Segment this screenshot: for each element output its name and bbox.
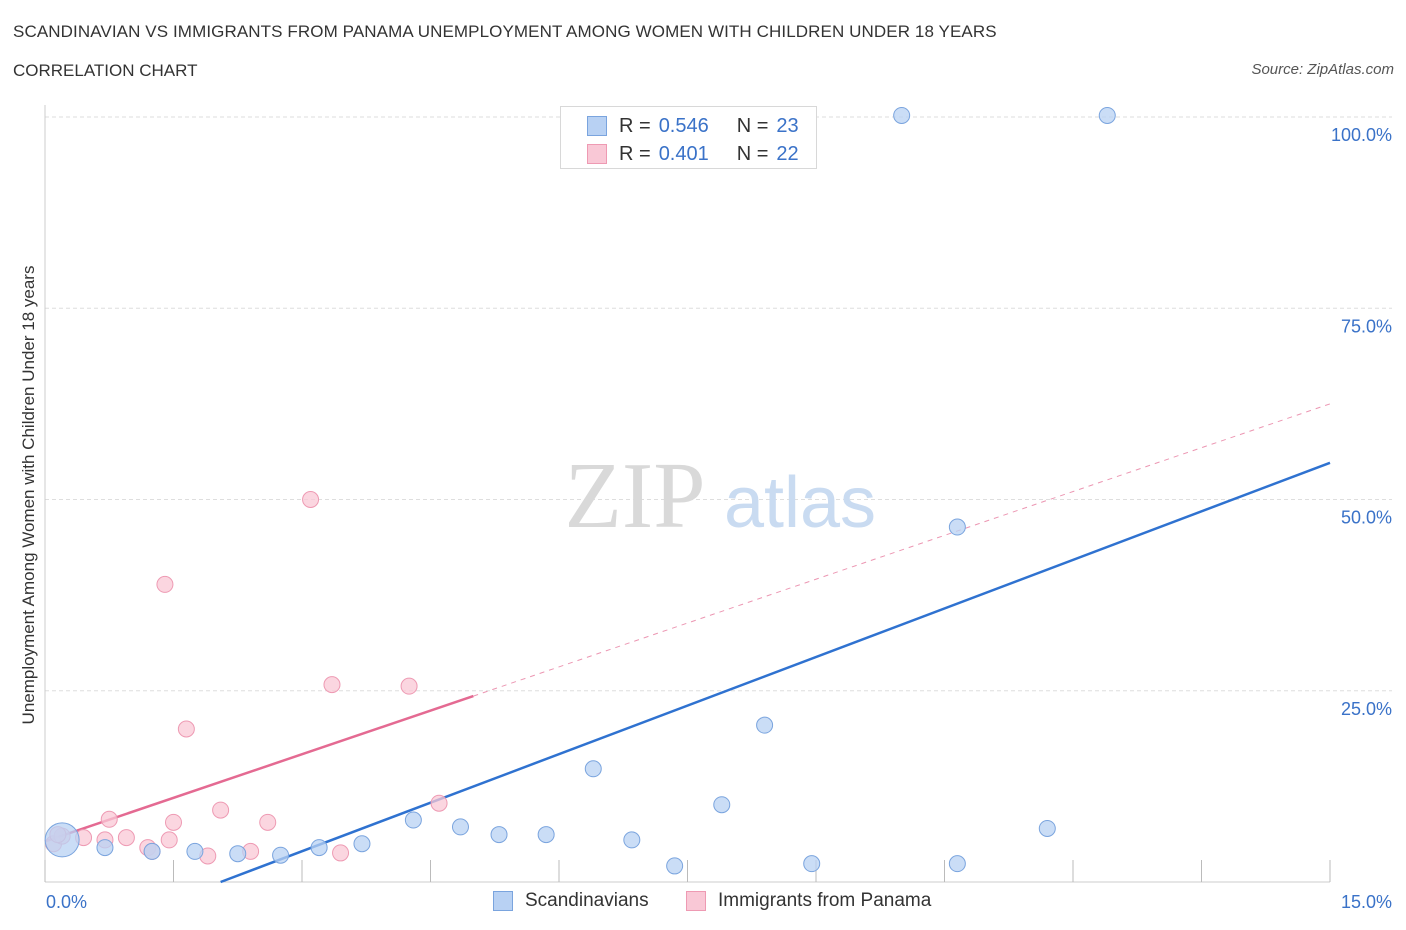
y-tick-label: 50.0% bbox=[1341, 508, 1392, 528]
y-tick-label: 100.0% bbox=[1331, 125, 1392, 145]
legend-r-value: 0.401 bbox=[658, 142, 709, 165]
point-panama bbox=[323, 676, 341, 694]
point-panama bbox=[259, 813, 277, 831]
point-scandinavians bbox=[803, 855, 821, 873]
tick-labels: 25.0% 50.0% 75.0% 100.0% 0.0% 15.0% bbox=[46, 125, 1392, 912]
point-scandinavians bbox=[186, 842, 204, 860]
point-scandinavians bbox=[666, 857, 684, 875]
legend-row-panama: R = 0.401 N = 22 bbox=[587, 143, 799, 165]
legend-label: Immigrants from Panama bbox=[718, 890, 932, 911]
legend-swatch-pink bbox=[686, 891, 706, 911]
x-tick-label: 15.0% bbox=[1341, 892, 1392, 912]
point-panama bbox=[165, 813, 182, 831]
y-tick-label: 25.0% bbox=[1341, 699, 1392, 719]
legend-n-value: 23 bbox=[776, 114, 799, 137]
data-points bbox=[44, 106, 1116, 875]
point-scandinavians bbox=[310, 839, 328, 857]
chart-subtitle: CORRELATION CHART bbox=[13, 61, 198, 80]
legend-r-value: 0.546 bbox=[658, 114, 709, 137]
point-panama bbox=[302, 491, 320, 508]
y-axis-label: Unemployment Among Women with Children U… bbox=[19, 266, 38, 725]
point-panama bbox=[212, 801, 230, 819]
legend-r-label: R = bbox=[619, 114, 651, 137]
y-tick-label: 75.0% bbox=[1341, 316, 1392, 336]
watermark: ZIP atlas bbox=[565, 444, 877, 548]
point-scandinavians bbox=[229, 845, 247, 863]
point-panama bbox=[177, 720, 195, 738]
trend-extension-panama bbox=[473, 403, 1331, 697]
watermark-atlas: atlas bbox=[724, 463, 876, 543]
point-scandinavians bbox=[948, 855, 966, 873]
point-scandinavians bbox=[404, 811, 422, 829]
grid-lines bbox=[45, 116, 1392, 692]
point-panama bbox=[156, 575, 174, 593]
point-scandinavians bbox=[96, 839, 114, 857]
legend-label: Scandinavians bbox=[525, 890, 649, 911]
legend-r-label: R = bbox=[619, 142, 651, 165]
point-scandinavians bbox=[713, 796, 731, 814]
point-panama bbox=[117, 829, 135, 847]
source-credit: Source: ZipAtlas.com bbox=[1251, 61, 1394, 78]
point-scandinavians bbox=[537, 826, 555, 844]
chart-title: SCANDINAVIAN VS IMMIGRANTS FROM PANAMA U… bbox=[13, 22, 997, 41]
legend-n-value: 22 bbox=[776, 142, 799, 165]
point-scandinavians bbox=[451, 818, 469, 836]
point-scandinavians bbox=[272, 846, 290, 864]
legend-swatch-blue bbox=[493, 891, 513, 911]
point-panama bbox=[160, 831, 178, 849]
point-scandinavians bbox=[948, 518, 966, 536]
trend-line-scandinavians bbox=[220, 461, 1331, 884]
axes bbox=[44, 105, 1331, 883]
legend-swatch-blue bbox=[587, 116, 607, 136]
point-panama bbox=[332, 844, 350, 862]
point-panama bbox=[430, 794, 448, 812]
legend-n-label: N = bbox=[736, 142, 769, 165]
legend-row-scandinavians: R = 0.546 N = 23 bbox=[587, 115, 799, 137]
point-scandinavians bbox=[44, 822, 80, 858]
point-panama bbox=[400, 677, 418, 695]
legend-swatch-pink bbox=[587, 144, 607, 164]
point-scandinavians bbox=[1098, 106, 1116, 124]
legend-item-panama: Immigrants from Panama bbox=[686, 890, 931, 912]
point-scandinavians bbox=[623, 831, 641, 849]
point-scandinavians bbox=[893, 106, 911, 124]
point-scandinavians bbox=[353, 835, 371, 853]
point-scandinavians bbox=[756, 716, 774, 734]
x-tick-label: 0.0% bbox=[46, 892, 87, 912]
point-scandinavians bbox=[584, 760, 602, 778]
legend-item-scandinavians: Scandinavians bbox=[493, 890, 649, 912]
correlation-legend: R = 0.546 N = 23 R = 0.401 N = 22 bbox=[560, 106, 817, 169]
legend-n-label: N = bbox=[736, 114, 769, 137]
point-scandinavians bbox=[490, 826, 508, 844]
point-scandinavians bbox=[143, 842, 161, 860]
point-scandinavians bbox=[1038, 819, 1056, 837]
point-panama bbox=[100, 810, 118, 828]
watermark-zip: ZIP bbox=[565, 444, 706, 548]
